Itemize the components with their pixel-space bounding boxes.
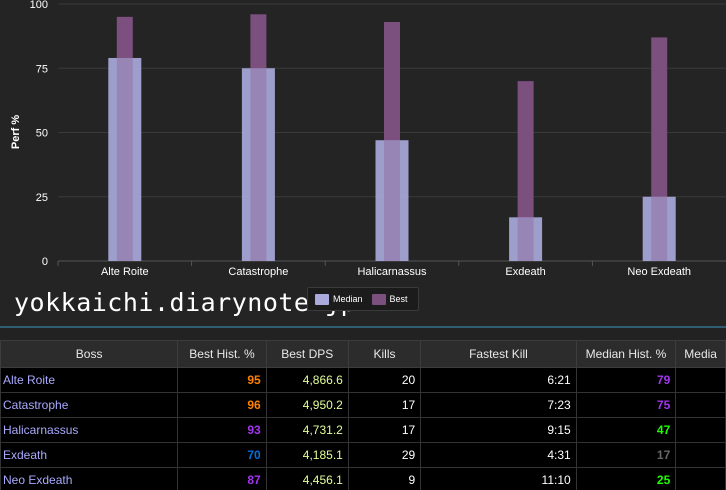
bar-median	[375, 140, 409, 261]
cell-best-dps: 4,185.1	[265, 442, 349, 468]
table-row: Neo Exdeath 87 4,456.1 9 11:10 25	[0, 467, 726, 490]
bar-best	[517, 81, 534, 261]
y-axis-label: Perf %	[10, 115, 22, 149]
bar-median	[642, 196, 676, 261]
bar-best-overlap	[250, 68, 267, 261]
table-row: Exdeath 70 4,185.1 29 4:31 17	[0, 442, 726, 468]
legend-item-best[interactable]: Best	[371, 293, 408, 305]
legend-label-best: Best	[389, 294, 408, 304]
cell-boss[interactable]: Alte Roite	[0, 367, 179, 393]
y-tick-label: 50	[36, 128, 48, 140]
bar-median	[108, 57, 142, 261]
cell-best-dps: 4,731.2	[265, 417, 349, 443]
cell-median-hist: 79	[575, 367, 677, 393]
bar-median	[509, 217, 543, 261]
header-best-dps[interactable]: Best DPS	[265, 340, 349, 368]
cell-fastest-kill: 11:10	[420, 467, 577, 490]
section-divider	[0, 326, 726, 328]
x-category-label: Catastrophe	[228, 266, 288, 278]
cell-kills: 17	[347, 417, 422, 443]
cell-fastest-kill: 7:23	[420, 392, 577, 418]
cell-median-cut	[675, 367, 726, 393]
cell-boss[interactable]: Exdeath	[0, 442, 179, 468]
cell-fastest-kill: 4:31	[420, 442, 577, 468]
cell-kills: 9	[347, 467, 422, 490]
header-boss[interactable]: Boss	[0, 340, 179, 368]
cell-median-hist: 17	[575, 442, 677, 468]
y-tick-label: 25	[36, 192, 48, 204]
cell-best-hist: 70	[177, 442, 267, 468]
boss-table: Boss Best Hist. % Best DPS Kills Fastest…	[0, 340, 726, 490]
cell-best-dps: 4,866.6	[265, 367, 349, 393]
bar-best-overlap	[384, 140, 400, 261]
cell-best-dps: 4,950.2	[265, 392, 349, 418]
watermark: yokkaichi.diarynote.jp	[14, 288, 357, 317]
header-median-hist[interactable]: Median Hist. %	[575, 340, 677, 368]
bar-best-overlap	[651, 196, 668, 261]
performance-chart: 0 25 50 75 100 Perf % Alte Roite Catastrophe Hal…	[10, 0, 726, 278]
cell-kills: 29	[347, 442, 422, 468]
legend-item-median[interactable]: Median	[315, 293, 363, 305]
cell-boss[interactable]: Catastrophe	[0, 392, 179, 418]
table-row: Catastrophe 96 4,950.2 17 7:23 75	[0, 392, 726, 418]
cell-best-hist: 87	[177, 467, 267, 490]
cell-fastest-kill: 9:15	[420, 417, 577, 443]
x-category-label: Alte Roite	[101, 266, 149, 278]
chart-svg: 0 25 50 75 100 Perf % Alte Roite Catastrophe Hal…	[10, 0, 726, 278]
table-row: Alte Roite 95 4,866.6 20 6:21 79	[0, 367, 726, 393]
cell-median-cut	[675, 392, 726, 418]
x-category-label: Neo Exdeath	[627, 266, 691, 278]
bar-best-overlap	[116, 57, 133, 261]
cell-best-dps: 4,456.1	[265, 467, 349, 490]
header-median-cut[interactable]: Media	[675, 340, 726, 368]
header-kills[interactable]: Kills	[347, 340, 422, 368]
cell-best-hist: 93	[177, 417, 267, 443]
cell-boss[interactable]: Neo Exdeath	[0, 467, 179, 490]
cell-median-cut	[675, 467, 726, 490]
cell-median-hist: 47	[575, 417, 677, 443]
boss-table-container: Boss Best Hist. % Best DPS Kills Fastest…	[0, 340, 726, 490]
bar-median	[241, 68, 275, 261]
cell-boss[interactable]: Halicarnassus	[0, 417, 179, 443]
y-tick-label: 100	[30, 0, 48, 11]
x-category-label: Exdeath	[505, 266, 545, 278]
header-best-hist[interactable]: Best Hist. %	[177, 340, 267, 368]
cell-median-cut	[675, 442, 726, 468]
cell-median-cut	[675, 417, 726, 443]
bar-best-overlap	[517, 217, 534, 261]
y-tick-label: 75	[36, 63, 48, 75]
cell-best-hist: 95	[177, 367, 267, 393]
cell-fastest-kill: 6:21	[420, 367, 577, 393]
legend-swatch-median	[315, 293, 329, 305]
chart-legend: Median Best	[307, 287, 419, 311]
header-fastest-kill[interactable]: Fastest Kill	[420, 340, 577, 368]
x-category-label: Halicarnassus	[357, 266, 427, 278]
legend-swatch-best	[371, 293, 386, 305]
y-tick-label: 0	[42, 256, 48, 268]
cell-best-hist: 96	[177, 392, 267, 418]
cell-kills: 20	[347, 367, 422, 393]
table-header-row: Boss Best Hist. % Best DPS Kills Fastest…	[0, 340, 726, 368]
legend-label-median: Median	[333, 294, 363, 304]
table-row: Halicarnassus 93 4,731.2 17 9:15 47	[0, 417, 726, 443]
cell-kills: 17	[347, 392, 422, 418]
cell-median-hist: 75	[575, 392, 677, 418]
cell-median-hist: 25	[575, 467, 677, 490]
